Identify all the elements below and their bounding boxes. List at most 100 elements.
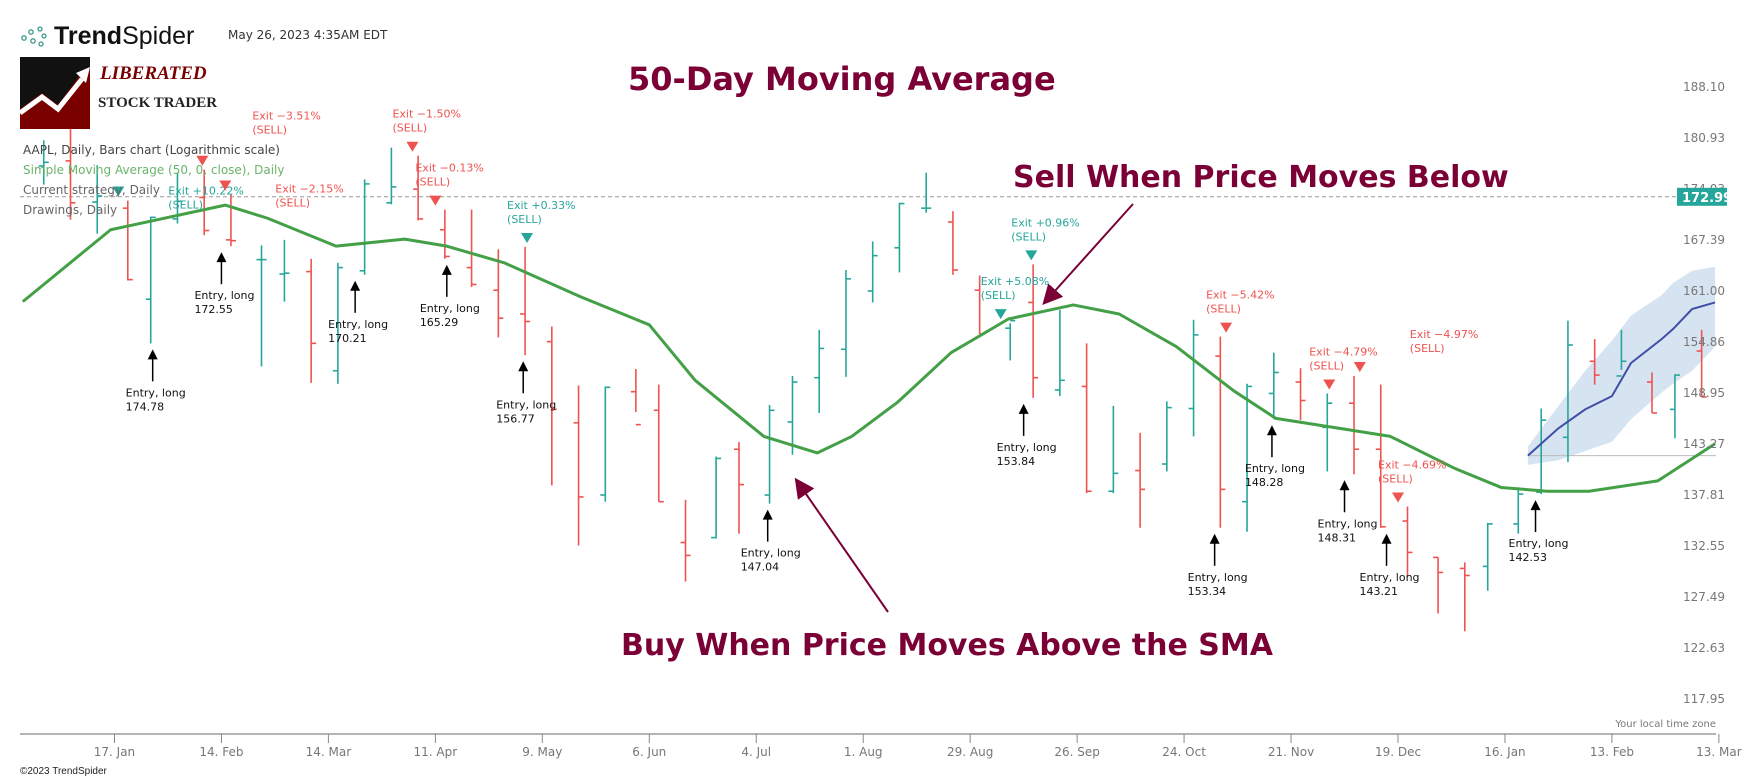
exit-sub-label: (SELL): [1378, 473, 1413, 486]
copyright: ©2023 TrendSpider: [20, 766, 107, 777]
exit-label: Exit −5.42%: [1206, 289, 1275, 302]
exit-signal: Exit +0.33%(SELL): [507, 199, 576, 243]
ohlc-bar: [546, 326, 557, 486]
price-tick-label: 180.93: [1683, 131, 1725, 145]
ohlc-bar: [225, 194, 236, 247]
entry-price: 148.31: [1318, 531, 1357, 544]
time-tick-label: 6. Jun: [632, 745, 666, 759]
entry-label: Entry, long: [126, 386, 186, 399]
buy-annotation: Buy When Price Moves Above the SMA: [621, 628, 1273, 663]
ohlc-bar: [1433, 556, 1444, 614]
time-axis[interactable]: 17. Jan 14. Feb 14. Mar 11. Apr 9. May 6. Jun…: [20, 733, 1742, 759]
entry-price: 148.28: [1245, 476, 1284, 489]
exit-label: Exit −4.97%: [1410, 328, 1479, 341]
ohlc-bar: [1054, 309, 1065, 397]
exit-triangle-icon: [429, 195, 442, 206]
last-price-badge: [1677, 187, 1727, 206]
ohlc-bar: [573, 385, 584, 546]
entry-price: 153.34: [1188, 585, 1227, 598]
entry-label: Entry, long: [1245, 462, 1305, 475]
entry-label: Entry, long: [1188, 571, 1248, 584]
ohlc-bar: [653, 384, 664, 503]
trendspider-logo: TrendSpider: [20, 22, 194, 51]
ohlc-bars: [38, 123, 1707, 632]
entry-price: 172.55: [194, 303, 233, 316]
ohlc-bar: [1268, 352, 1279, 420]
exit-label: Exit +0.33%: [507, 199, 576, 212]
legend-sma[interactable]: Simple Moving Average (50, 0, close), Da…: [23, 163, 285, 177]
strategy-signals: Exit +10.22%(SELL)Exit −3.51%(SELL)Exit …: [112, 108, 1569, 598]
legend-strategy[interactable]: Current strategy, Daily: [23, 183, 160, 197]
liberated-stock-trader-logo: LIBERATED STOCK TRADER: [20, 57, 217, 129]
exit-triangle-icon: [196, 155, 209, 166]
entry-arrow-icon: [1209, 533, 1220, 544]
exit-signal: Exit −4.97%(SELL): [1353, 328, 1479, 372]
price-tick-label: 122.63: [1683, 641, 1725, 655]
entry-label: Entry, long: [194, 289, 254, 302]
exit-signal: Exit −0.13%(SELL): [415, 162, 484, 206]
time-tick-label: 16. Jan: [1484, 745, 1525, 759]
exit-label: Exit −0.13%: [415, 162, 484, 175]
price-tick-label: 167.39: [1683, 233, 1725, 247]
ohlc-bar: [1375, 384, 1386, 528]
price-tick-label: 161.00: [1683, 284, 1725, 298]
ohlc-bar: [1215, 336, 1226, 528]
exit-label: Exit −2.15%: [275, 182, 344, 195]
time-tick-label: 9. May: [522, 745, 562, 759]
ohlc-bar: [1161, 401, 1172, 472]
price-tick-label: 127.49: [1683, 590, 1725, 604]
exit-label: Exit −4.69%: [1378, 459, 1447, 472]
legend-symbol[interactable]: AAPL, Daily, Bars chart (Logarithmic sca…: [23, 143, 280, 157]
entry-price: 174.78: [126, 400, 164, 413]
ohlc-bar: [466, 209, 477, 287]
entry-arrow-icon: [1339, 480, 1350, 491]
time-tick-label: 19. Dec: [1375, 745, 1421, 759]
exit-label: Exit −4.79%: [1309, 345, 1378, 358]
chart-legend: AAPL, Daily, Bars chart (Logarithmic sca…: [23, 140, 284, 220]
entry-label: Entry, long: [496, 398, 556, 411]
ohlc-bar: [1349, 375, 1360, 475]
entry-arrow-icon: [147, 349, 158, 360]
exit-triangle-icon: [1323, 379, 1336, 390]
legend-drawings[interactable]: Drawings, Daily: [23, 203, 118, 217]
exit-sub-label: (SELL): [507, 213, 542, 226]
forecast-line: [1527, 301, 1716, 457]
exit-sub-label: (SELL): [981, 289, 1016, 302]
ohlc-bar: [92, 165, 103, 234]
ohlc-bar: [332, 262, 343, 384]
time-tick-label: 13. Mar: [1696, 745, 1742, 759]
entry-arrow-icon: [762, 509, 773, 520]
timezone-label[interactable]: Your local time zone: [1615, 719, 1716, 730]
entry-price: 143.21: [1360, 585, 1399, 598]
exit-signal: Exit −4.79%(SELL): [1309, 345, 1378, 390]
ohlc-bar: [279, 239, 290, 302]
exit-signal: Exit −1.50%(SELL): [392, 108, 461, 152]
spider-logo-icon: [21, 25, 47, 47]
ohlc-bar: [600, 386, 611, 502]
exit-triangle-icon: [112, 186, 125, 197]
time-tick-label: 1. Aug: [844, 745, 883, 759]
exit-label: Exit −1.50%: [392, 108, 461, 121]
entry-arrow-icon: [216, 252, 227, 263]
ohlc-bar: [359, 179, 370, 275]
price-tick-label: 117.95: [1683, 692, 1725, 706]
price-axis[interactable]: 188.10180.93174.03167.39161.00154.86148.…: [1677, 80, 1732, 706]
ohlc-bar: [1513, 487, 1524, 534]
exit-triangle-icon: [1220, 322, 1233, 333]
ohlc-bar: [1669, 374, 1680, 439]
entry-label: Entry, long: [328, 318, 388, 331]
ohlc-bar: [1242, 383, 1253, 532]
price-tick-label: 132.55: [1683, 539, 1725, 553]
exit-signal: Exit −3.51%(SELL): [196, 110, 321, 166]
time-tick-label: 21. Nov: [1268, 745, 1314, 759]
ohlc-bar: [711, 456, 722, 539]
ohlc-bar: [947, 211, 958, 275]
